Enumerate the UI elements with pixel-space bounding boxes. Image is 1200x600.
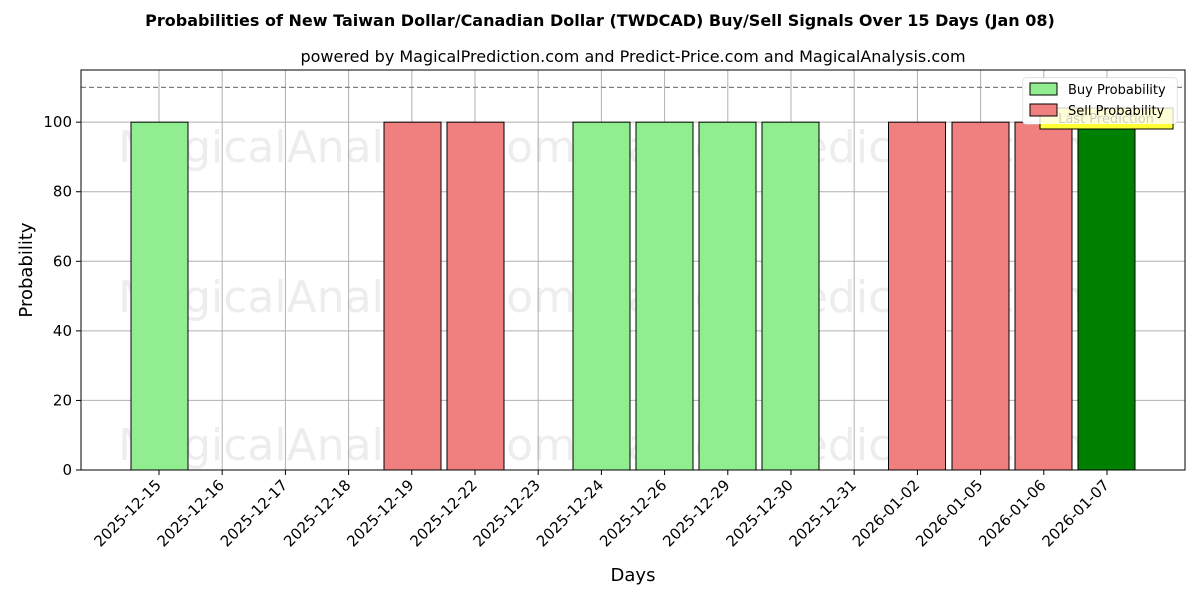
legend-swatch [1029, 103, 1058, 117]
bar-sell [1014, 121, 1073, 471]
bar-buy [130, 121, 189, 471]
plot-frame [80, 69, 1186, 471]
x-tick-label: 2026-01-07 [1038, 476, 1112, 550]
x-tick-label: 2026-01-02 [849, 476, 923, 550]
y-axis-ticks: 0 20 40 60 80 100 [43, 113, 81, 479]
x-tick-label: 2026-01-06 [975, 476, 1049, 550]
y-tick-label: 60 [53, 252, 72, 270]
chart-subtitle: powered by MagicalPrediction.com and Pre… [300, 47, 965, 66]
x-tick-label: 2025-12-17 [217, 476, 291, 550]
y-tick-label: 100 [43, 113, 72, 131]
x-tick-label: 2025-12-29 [659, 476, 733, 550]
legend-swatch [1029, 82, 1058, 96]
bar-last [1077, 121, 1136, 471]
x-tick-label: 2025-12-18 [280, 476, 354, 550]
legend-label: Buy Probability [1068, 83, 1166, 98]
bar-sell [383, 121, 442, 471]
bar-buy [635, 121, 694, 471]
x-tick-label: 2025-12-24 [533, 476, 607, 550]
bar-sell [446, 121, 505, 471]
x-tick-label: 2025-12-19 [343, 476, 417, 550]
y-tick-label: 40 [53, 322, 72, 340]
x-tick-label: 2025-12-31 [786, 476, 860, 550]
bar-buy [761, 121, 820, 471]
x-tick-label: 2025-12-23 [470, 476, 544, 550]
legend-box-overlay [1023, 78, 1177, 124]
legend-label: Sell Probability [1068, 104, 1165, 119]
bar-buy [572, 121, 631, 471]
bars-group [130, 121, 1136, 471]
y-axis-label: Probability [16, 222, 37, 317]
bar-sell [951, 121, 1010, 471]
bar-sell [888, 121, 946, 471]
x-tick-label: 2025-12-16 [154, 476, 228, 550]
y-tick-label: 0 [62, 461, 72, 479]
x-tick-label: 2025-12-26 [596, 476, 670, 550]
x-tick-label: 2025-12-15 [90, 476, 164, 550]
x-axis-label: Days [611, 565, 656, 586]
y-tick-label: 80 [53, 183, 72, 201]
y-tick-label: 20 [53, 391, 72, 409]
chart-title: Probabilities of New Taiwan Dollar/Canad… [145, 11, 1055, 30]
x-tick-label: 2025-12-22 [406, 476, 480, 550]
bar-buy [698, 121, 757, 471]
x-tick-label: 2026-01-05 [912, 476, 986, 550]
x-tick-label: 2025-12-30 [722, 476, 796, 550]
x-axis-ticks: 2025-12-152025-12-162025-12-172025-12-18… [90, 470, 1113, 550]
